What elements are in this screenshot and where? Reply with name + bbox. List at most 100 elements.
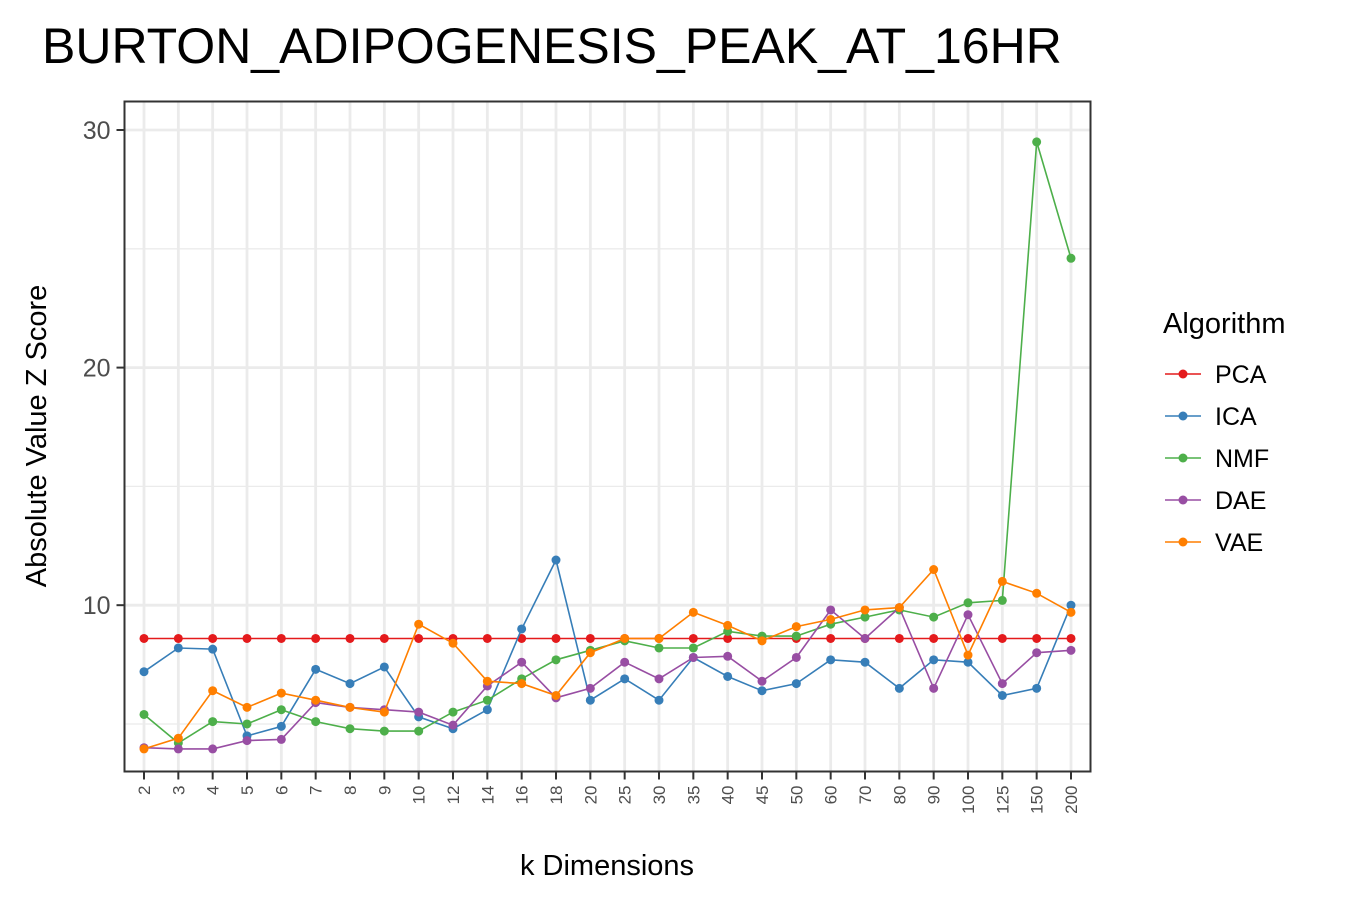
- data-point-nmf: [654, 643, 664, 653]
- data-point-vae: [242, 702, 252, 712]
- data-point-pca: [139, 633, 149, 643]
- data-point-ica: [620, 674, 630, 684]
- legend-key-point: [1178, 369, 1188, 379]
- data-point-vae: [379, 707, 389, 717]
- data-point-dae: [517, 657, 527, 667]
- data-point-nmf: [1066, 253, 1076, 263]
- data-point-pca: [345, 633, 355, 643]
- data-point-nmf: [414, 726, 424, 736]
- y-tick-label: 20: [83, 355, 111, 383]
- data-point-pca: [585, 633, 595, 643]
- data-point-ica: [826, 655, 836, 665]
- data-point-dae: [208, 744, 218, 754]
- data-point-nmf: [379, 726, 389, 736]
- data-point-ica: [997, 690, 1007, 700]
- x-tick-label: 8: [341, 786, 360, 795]
- x-tick-label: 3: [169, 786, 188, 795]
- data-point-dae: [276, 734, 286, 744]
- data-point-vae: [482, 676, 492, 686]
- x-axis-title: k Dimensions: [520, 850, 694, 882]
- data-point-ica: [791, 679, 801, 689]
- legend-key-point: [1178, 495, 1188, 505]
- series-layer: [139, 137, 1076, 754]
- data-point-nmf: [311, 717, 321, 727]
- data-point-dae: [791, 652, 801, 662]
- data-point-vae: [723, 620, 733, 630]
- data-point-vae: [791, 622, 801, 632]
- data-point-pca: [723, 633, 733, 643]
- data-point-pca: [311, 633, 321, 643]
- data-point-ica: [208, 644, 218, 654]
- legend-item-ica: ICA: [1165, 403, 1257, 431]
- x-tick-label: 12: [444, 786, 463, 805]
- data-point-ica: [1032, 683, 1042, 693]
- x-tick-label: 35: [684, 786, 703, 805]
- x-tick-label: 2: [135, 786, 154, 795]
- y-tick-label: 10: [83, 592, 111, 620]
- x-tick-label: 60: [822, 786, 841, 805]
- data-point-vae: [208, 686, 218, 696]
- data-point-pca: [482, 633, 492, 643]
- y-axis: 10 20 30: [83, 117, 125, 620]
- data-point-vae: [688, 607, 698, 617]
- data-point-nmf: [551, 655, 561, 665]
- legend-label-pca: PCA: [1215, 361, 1267, 389]
- data-point-dae: [826, 605, 836, 615]
- data-point-vae: [173, 733, 183, 743]
- x-tick-label: 40: [719, 786, 738, 805]
- data-point-nmf: [1032, 137, 1042, 147]
- x-tick-label: 16: [513, 786, 532, 805]
- data-point-ica: [139, 667, 149, 677]
- x-tick-label: 50: [787, 786, 806, 805]
- x-tick-label: 14: [478, 786, 497, 805]
- legend-item-vae: VAE: [1165, 529, 1263, 557]
- data-point-pca: [963, 633, 973, 643]
- data-point-pca: [276, 633, 286, 643]
- x-tick-label: 100: [959, 786, 978, 814]
- data-point-dae: [242, 736, 252, 746]
- data-point-nmf: [345, 724, 355, 734]
- series-line-vae: [143, 568, 1072, 750]
- legend-key-point: [1178, 537, 1188, 547]
- data-point-vae: [139, 744, 149, 754]
- x-tick-label: 200: [1062, 786, 1081, 814]
- data-point-dae: [757, 676, 767, 686]
- data-point-pca: [894, 633, 904, 643]
- data-point-pca: [551, 633, 561, 643]
- legend-label-dae: DAE: [1215, 487, 1266, 515]
- series-line-ica: [143, 557, 1072, 737]
- data-point-vae: [757, 636, 767, 646]
- data-point-vae: [997, 576, 1007, 586]
- data-point-ica: [482, 705, 492, 715]
- x-tick-label: 4: [204, 786, 223, 795]
- data-point-ica: [311, 664, 321, 674]
- legend-label-vae: VAE: [1215, 529, 1263, 557]
- data-point-ica: [551, 555, 561, 565]
- data-point-pca: [242, 633, 252, 643]
- data-point-pca: [929, 633, 939, 643]
- data-point-ica: [860, 657, 870, 667]
- data-point-dae: [929, 683, 939, 693]
- data-point-nmf: [139, 709, 149, 719]
- data-point-nmf: [963, 598, 973, 608]
- data-point-pca: [414, 633, 424, 643]
- x-tick-label: 70: [856, 786, 875, 805]
- legend-label-ica: ICA: [1215, 403, 1257, 431]
- data-point-ica: [173, 643, 183, 653]
- data-point-vae: [620, 633, 630, 643]
- data-point-dae: [414, 707, 424, 717]
- data-point-pca: [208, 633, 218, 643]
- data-point-vae: [654, 633, 664, 643]
- y-axis-title: Absolute Value Z Score: [21, 285, 53, 588]
- plot-panel-background: [124, 101, 1091, 772]
- data-point-nmf: [997, 595, 1007, 605]
- x-tick-label: 80: [890, 786, 909, 805]
- data-point-ica: [379, 662, 389, 672]
- data-point-vae: [414, 619, 424, 629]
- data-point-vae: [585, 648, 595, 658]
- data-point-vae: [448, 638, 458, 648]
- legend: Algorithm PCA ICA NMF DAE VAE: [1163, 308, 1286, 557]
- data-point-ica: [345, 679, 355, 689]
- data-point-vae: [517, 679, 527, 689]
- data-point-nmf: [929, 612, 939, 622]
